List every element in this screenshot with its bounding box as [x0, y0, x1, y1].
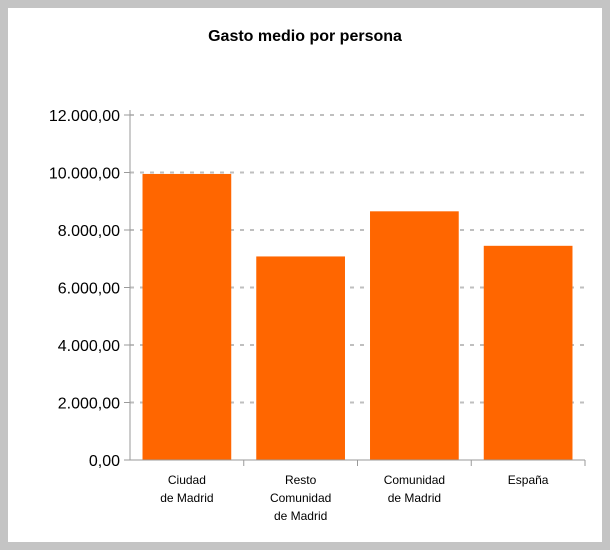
bar — [370, 211, 459, 460]
x-category-label-line: de Madrid — [160, 491, 213, 505]
y-tick-label: 6.000,00 — [58, 281, 120, 298]
bar — [256, 256, 345, 460]
bar — [142, 173, 232, 460]
y-tick-label: 0,00 — [89, 453, 120, 470]
x-category-label-line: de Madrid — [274, 509, 327, 523]
y-tick-label: 8.000,00 — [58, 223, 120, 240]
x-category-label-line: Comunidad — [270, 491, 331, 505]
x-category-label: Comunidad de Madrid — [384, 473, 445, 505]
y-tick-label: 12.000,00 — [49, 108, 120, 125]
y-tick-label: 4.000,00 — [58, 338, 120, 355]
x-category-label-line: Comunidad — [384, 473, 445, 487]
x-category-label-line: de Madrid — [388, 491, 441, 505]
bar — [483, 245, 573, 460]
x-category-label: Ciudad de Madrid — [160, 473, 213, 505]
y-tick-labels: 0,00 2.000,00 4.000,00 6.000,00 8.000,00 10.0… — [49, 108, 120, 470]
x-category-label: España — [508, 473, 549, 487]
x-category-label-line: España — [508, 473, 549, 487]
x-category-label-line: Ciudad — [168, 473, 206, 487]
bars — [142, 173, 573, 460]
x-category-label-line: Resto — [285, 473, 317, 487]
x-category-label: Resto Comunidad de Madrid — [270, 473, 331, 523]
axes — [124, 110, 586, 466]
chart-title: Gasto medio por persona — [208, 28, 402, 45]
y-tick-label: 2.000,00 — [58, 396, 120, 413]
y-tick-label: 10.000,00 — [49, 166, 120, 183]
